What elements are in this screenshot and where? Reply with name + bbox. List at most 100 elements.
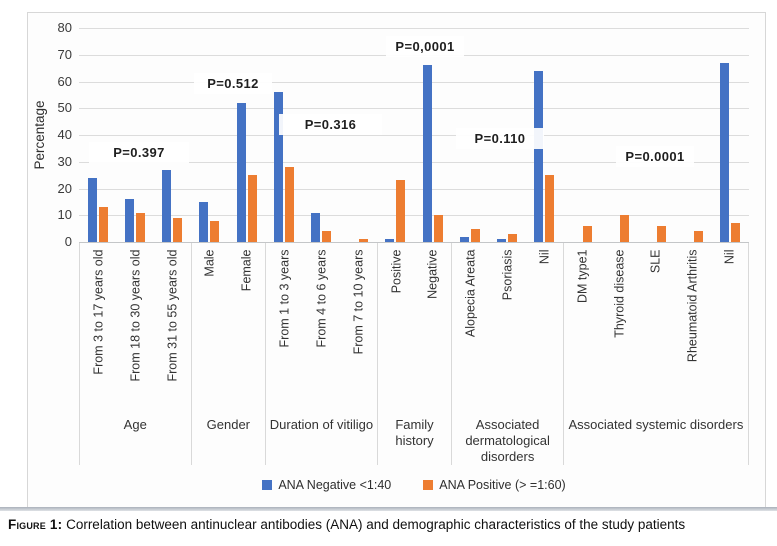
axis-group: From 1 to 3 years From 4 to 6 years From 7… [266, 243, 378, 465]
group-label: Age [123, 417, 147, 432]
gridline [79, 28, 749, 29]
bar-pair [712, 28, 749, 242]
y-tick-label: 20 [57, 180, 72, 196]
bar-ana-negative [534, 70, 544, 242]
legend-marker-icon [262, 480, 273, 490]
gridline [79, 108, 749, 110]
axis-group: DM type1 Thyroid disease SLE Rheumatoid Art… [564, 243, 750, 465]
group-label: Family history [395, 417, 434, 448]
category-cell: Negative [415, 243, 452, 412]
bar-pair [79, 28, 116, 242]
axis-group: Male Female Gender [192, 243, 267, 465]
gridline [79, 215, 749, 217]
figure-label: Figure 1: [8, 517, 63, 532]
bar-pair [451, 28, 488, 242]
p-value-annotation: P=0.110 [456, 128, 544, 149]
y-tick-label: 70 [57, 46, 72, 62]
bar-ana-negative [497, 239, 507, 242]
category-label-row: Male Female [192, 243, 266, 412]
bar-ana-positive [284, 167, 294, 242]
bar-pair [675, 28, 712, 242]
bar-group [451, 28, 563, 242]
legend-item: ANA Positive (> =1:60) [423, 478, 566, 492]
bar-ana-positive [396, 180, 406, 242]
category-cell: SLE [638, 243, 675, 412]
annotations-layer: P=0.397 P=0.512 P=0.316 P=0,0001 P=0.110 P=0.… [79, 28, 749, 242]
bar-ana-negative [422, 65, 432, 242]
category-label: Male [202, 249, 217, 277]
bar-ana-positive [433, 215, 443, 242]
category-label: From 1 to 3 years [277, 249, 292, 347]
group-label: Associated systemic disorders [568, 417, 744, 432]
bar-pair [228, 28, 265, 242]
bar-ana-positive [656, 225, 666, 242]
bar-ana-positive [694, 231, 704, 242]
group-label: Associated dermatological disorders [465, 417, 550, 464]
bar-ana-negative [273, 92, 283, 242]
bar-pair [526, 28, 563, 242]
gridline [79, 135, 749, 136]
bar-ana-positive [135, 212, 145, 242]
category-label: DM type1 [575, 249, 590, 303]
chart-frame: Percentage 0 10 20 30 40 50 60 70 80 P=0.397 P=0.… [27, 12, 766, 509]
bar-pair [377, 28, 414, 242]
category-cell: Rheumatoid Arthritis [674, 243, 711, 412]
p-value-annotation: P=0,0001 [386, 36, 464, 57]
category-cell: From 1 to 3 years [266, 243, 303, 412]
category-cell: From 31 to 55 years old [154, 243, 191, 412]
legend-marker-icon [423, 480, 434, 490]
category-cell: From 7 to 10 years [340, 243, 377, 412]
bar-pair [414, 28, 451, 242]
bar-ana-negative [310, 212, 320, 242]
bar-group [79, 28, 191, 242]
bar-ana-positive [247, 175, 257, 242]
p-value-annotation: P=0.0001 [616, 146, 694, 167]
y-tick-label: 80 [57, 20, 72, 35]
bar-ana-positive [98, 207, 108, 242]
bar-ana-negative [199, 201, 209, 242]
bar-group [563, 28, 749, 242]
category-cell: Thyroid disease [601, 243, 638, 412]
bar-ana-positive [321, 231, 331, 242]
category-label: From 31 to 55 years old [165, 249, 180, 382]
bar-ana-negative [124, 199, 134, 242]
y-tick-label: 30 [57, 153, 72, 169]
category-label: From 4 to 6 years [314, 249, 329, 347]
category-cell: Male [192, 243, 229, 412]
bar-ana-negative [459, 236, 469, 242]
y-tick-label: 10 [57, 207, 72, 223]
figure-bottom-edge [0, 507, 777, 511]
category-cell: DM type1 [564, 243, 601, 412]
bar-ana-positive [173, 217, 183, 242]
bar-pair [563, 28, 600, 242]
bar-group [377, 28, 451, 242]
bar-ana-negative [162, 169, 172, 242]
y-tick-label: 50 [57, 100, 72, 116]
category-label: SLE [648, 249, 663, 273]
bar-pair [302, 28, 339, 242]
category-cell: Nil [711, 243, 748, 412]
category-cell: From 3 to 17 years old [80, 243, 117, 412]
category-label: Alopecia Areata [463, 249, 478, 337]
category-label: From 7 to 10 years [351, 249, 366, 354]
bar-group [265, 28, 377, 242]
group-label: Duration of vitiligo [269, 417, 374, 432]
gridline [79, 81, 749, 83]
bar-ana-positive [508, 233, 518, 242]
bar-pair [116, 28, 153, 242]
bar-ana-positive [359, 239, 369, 242]
category-label: Positive [389, 249, 404, 293]
category-label-row: From 3 to 17 years old From 18 to 30 year… [80, 243, 191, 412]
y-tick-label: 60 [57, 73, 72, 89]
category-label: Female [239, 249, 254, 291]
category-label: Nil [537, 249, 552, 264]
bar-ana-negative [720, 62, 730, 242]
gridline [79, 161, 749, 163]
category-label: Thyroid disease [612, 249, 627, 338]
category-cell: Female [228, 243, 265, 412]
legend-item: ANA Negative <1:40 [262, 478, 391, 492]
category-label-row: Positive Negative [378, 243, 452, 412]
bar-ana-positive [619, 215, 629, 242]
bar-ana-negative [87, 177, 97, 242]
